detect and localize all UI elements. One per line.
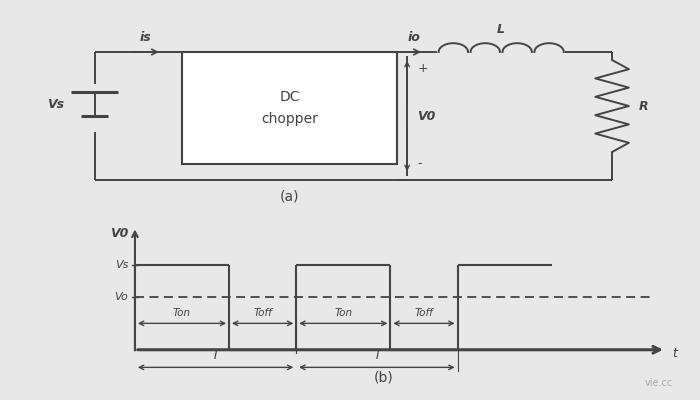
Text: -: - xyxy=(417,157,421,170)
Text: (b): (b) xyxy=(374,371,393,385)
Text: R: R xyxy=(639,100,649,112)
Text: L: L xyxy=(497,23,505,36)
Text: T: T xyxy=(212,349,219,362)
Text: io: io xyxy=(407,31,420,44)
Text: DC
chopper: DC chopper xyxy=(261,90,318,126)
Text: +: + xyxy=(417,62,428,75)
Text: V0: V0 xyxy=(417,110,435,122)
Text: Vs: Vs xyxy=(48,98,64,110)
Text: Vo: Vo xyxy=(115,292,128,302)
Text: (a): (a) xyxy=(280,190,300,204)
Text: Ton: Ton xyxy=(173,308,191,318)
Text: V0: V0 xyxy=(110,226,128,240)
Text: Toff: Toff xyxy=(414,308,433,318)
Text: is: is xyxy=(139,31,151,44)
Text: Ton: Ton xyxy=(334,308,352,318)
Text: Vs: Vs xyxy=(115,260,128,270)
Text: T: T xyxy=(373,349,381,362)
Bar xyxy=(182,52,397,164)
Text: vie.cc: vie.cc xyxy=(644,378,673,388)
Text: Toff: Toff xyxy=(253,308,272,318)
Text: t: t xyxy=(673,347,678,360)
